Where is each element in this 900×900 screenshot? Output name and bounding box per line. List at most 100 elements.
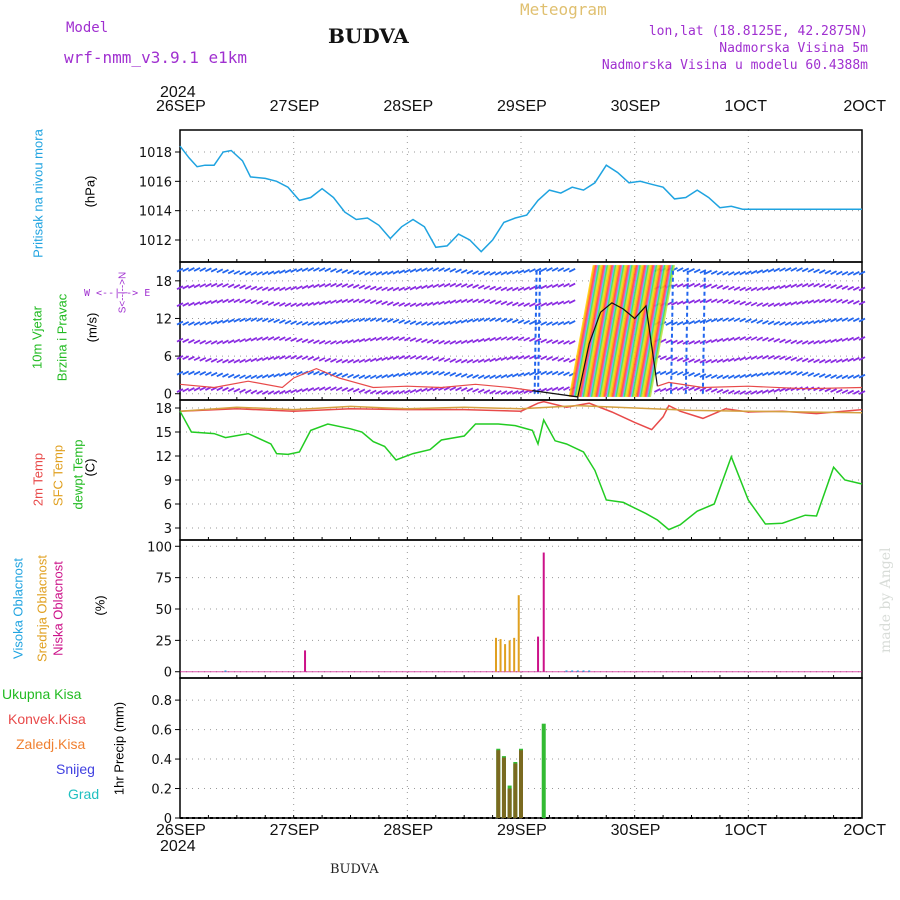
wind-barb (705, 283, 712, 289)
y-tick-label: 18 (155, 402, 172, 417)
wind-barb (290, 320, 298, 325)
wind-barb (352, 338, 360, 344)
wind-barb (460, 373, 468, 378)
wind-barb (381, 300, 389, 306)
wind-barb (438, 357, 445, 362)
wind-barb (733, 317, 741, 323)
wind-barb (244, 374, 252, 380)
wind-barb (688, 320, 695, 325)
wind-storm-barb (649, 264, 676, 398)
wind-barb (278, 269, 286, 275)
wind-barb (813, 339, 820, 345)
wind-barb (540, 338, 548, 344)
wind-storm-barb (590, 264, 617, 398)
wind-barb (517, 389, 525, 395)
wind-barb (767, 268, 775, 273)
temp-2m-line (179, 400, 863, 431)
wind-barb (295, 302, 303, 307)
wind-barb (813, 372, 820, 378)
y-tick-label: 100 (147, 540, 172, 555)
wind-barb (739, 317, 747, 323)
wind-barb (801, 299, 809, 305)
wind-barb (523, 268, 531, 274)
wind-barb (403, 286, 411, 291)
wind-barb (739, 300, 747, 306)
wind-barb (290, 388, 298, 394)
wind-barb (324, 357, 332, 363)
wind-barb (358, 284, 366, 290)
wind-barb (341, 386, 349, 392)
wind-barb (489, 389, 496, 395)
wind-barb (824, 339, 832, 344)
wind-barb (466, 269, 474, 275)
wind-barb (835, 284, 843, 290)
wind-barb (352, 317, 360, 323)
wind-barb (699, 269, 707, 274)
wind-barb (830, 270, 837, 275)
wind-barb (477, 298, 485, 304)
wind-barb (250, 317, 258, 322)
wind-barb (205, 300, 212, 305)
wind-barb (307, 321, 315, 326)
wind-barb (472, 317, 479, 323)
wind-barb (739, 286, 747, 292)
wind-barb (483, 374, 491, 380)
wind-barb (756, 269, 764, 274)
wind-barb (511, 336, 519, 341)
wind-storm-barb (614, 264, 640, 398)
wind-barb (239, 374, 246, 380)
wind-barb (511, 286, 519, 292)
wind-barb (250, 357, 258, 363)
meteogram-label: Meteogram (520, 0, 607, 19)
wind-barb (830, 338, 837, 344)
wind-barb (557, 386, 565, 391)
wind-barb (483, 285, 491, 290)
wind-barb (705, 298, 712, 304)
wind-barb (824, 373, 832, 379)
wind-barb (722, 317, 730, 322)
panel-frame (179, 261, 863, 401)
wind-barb (369, 336, 377, 342)
wind-barb (205, 357, 212, 363)
wind-speed-line (657, 381, 863, 390)
wind-barb (267, 390, 275, 395)
wind-barb (693, 319, 701, 325)
cloud-mid-bar (504, 644, 507, 672)
wind-barb (489, 336, 496, 342)
wind-barb (761, 268, 769, 274)
precip-hail-label: Grad (68, 786, 100, 802)
date-label: 29SEP (497, 822, 547, 839)
wind-barb (307, 301, 315, 307)
wind-barb (676, 357, 684, 362)
wind-barb (205, 282, 212, 288)
wind-barb (494, 286, 502, 291)
wind-barb (398, 269, 406, 275)
wind-barb (261, 336, 269, 341)
wind-panel: 0 6 12 18 (155, 261, 866, 403)
wind-barb (858, 286, 866, 292)
wind-barb (466, 318, 474, 324)
wind-barb (358, 338, 366, 343)
wind-barb (386, 270, 394, 276)
wind-barb (358, 270, 366, 276)
wind-barb (295, 285, 303, 290)
wind-barb (750, 318, 758, 324)
wind-barb (369, 389, 377, 395)
wind-barb (244, 298, 252, 304)
wind-barb (278, 355, 286, 360)
wind-barb (818, 298, 826, 304)
wind-barb (824, 298, 832, 304)
wind-barb (477, 358, 485, 364)
wind-barb (460, 269, 468, 274)
cloud-mid-bar (513, 637, 516, 672)
wind-barb (779, 302, 786, 307)
wind-barb (244, 358, 252, 363)
wind-storm-barb (634, 264, 660, 398)
date-label: 26SEP (156, 98, 206, 115)
y-tick-label: 1014 (139, 205, 172, 220)
wind-barb (261, 286, 269, 292)
wind-barb (500, 356, 508, 362)
wind-barb (335, 282, 343, 288)
wind-barb (705, 358, 712, 364)
wind-barb (551, 267, 559, 272)
